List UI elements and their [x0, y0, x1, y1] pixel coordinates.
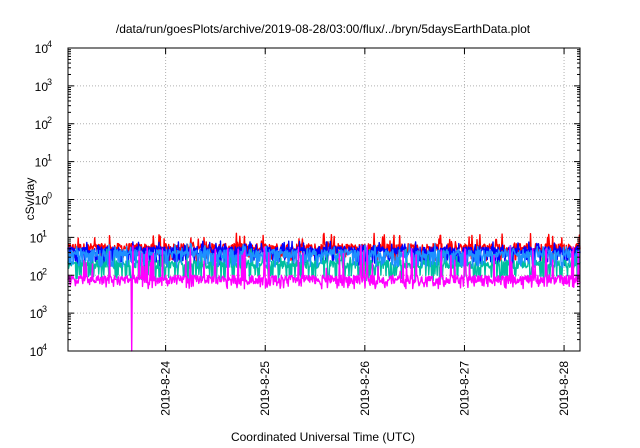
y-tick-label: 10-2	[30, 266, 47, 283]
x-tick-label: 2019-8-26	[358, 361, 372, 416]
x-tick-label: 2019-8-25	[258, 361, 272, 416]
plot-series	[67, 232, 581, 352]
series-line-5	[67, 245, 581, 352]
y-axis-title: cSv/day	[23, 178, 37, 221]
x-tick-label: 2019-8-28	[557, 361, 571, 416]
x-tick-label: 2019-8-24	[159, 361, 173, 416]
y-tick-label: 104	[35, 39, 52, 56]
y-tick-label: 10-4	[30, 342, 47, 359]
axis-ticks: 10-4 10-3 10-2 10-1 100 101 102 103 104 2019-8-24…	[30, 39, 580, 416]
y-tick-label: 10-3	[30, 304, 47, 321]
x-axis-title: Coordinated Universal Time (UTC)	[231, 430, 415, 444]
y-tick-label: 10-1	[30, 228, 47, 245]
y-tick-label: 102	[35, 115, 52, 132]
x-tick-label: 2019-8-27	[457, 361, 471, 416]
y-tick-label: 103	[35, 77, 52, 94]
y-tick-label: 100	[35, 191, 52, 208]
y-tick-label: 101	[35, 153, 52, 170]
chart-title: /data/run/goesPlots/archive/2019-08-28/0…	[116, 22, 531, 36]
